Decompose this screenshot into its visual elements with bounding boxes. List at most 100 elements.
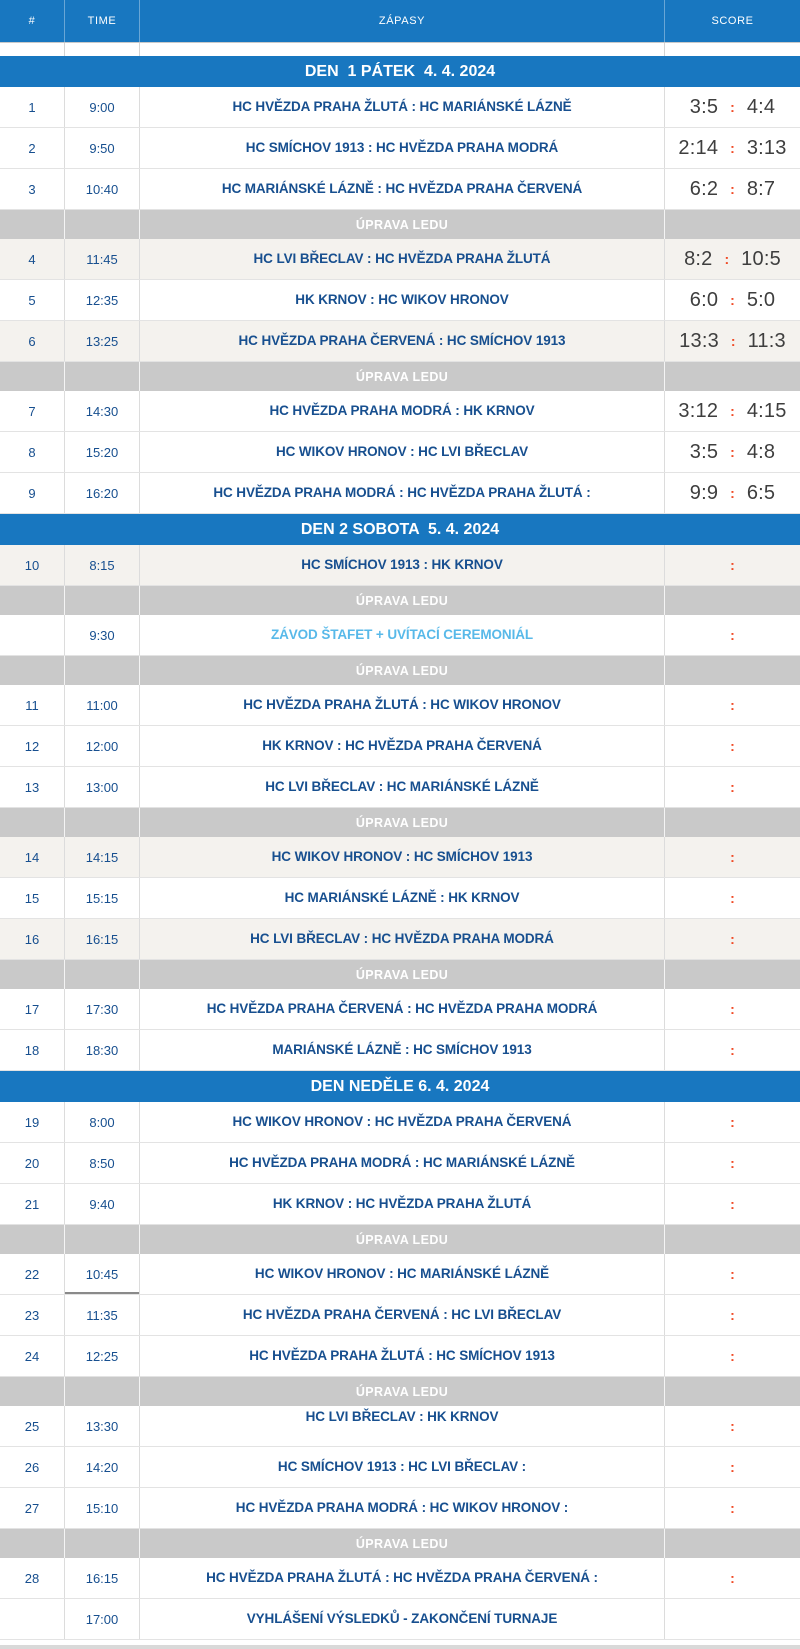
match-number <box>0 1599 65 1639</box>
score-away: 3:13 <box>746 136 787 159</box>
match-score: : <box>665 767 800 807</box>
match-score: : <box>665 1143 800 1183</box>
match-time: 16:20 <box>65 473 140 513</box>
day-header-label: DEN 2 SOBOTA 5. 4. 2024 <box>300 520 500 538</box>
match-teams: HC HVĚZDA PRAHA ČERVENÁ : HC LVI BŘECLAV <box>242 1307 562 1323</box>
match-time: 12:00 <box>65 726 140 766</box>
ice-resurfacing-label: ÚPRAVA LEDU <box>355 1232 449 1247</box>
match-number: 26 <box>0 1447 65 1487</box>
ice-resurfacing-row: ÚPRAVA LEDU <box>0 1225 800 1254</box>
ice-cell-time <box>65 586 140 615</box>
match-number: 16 <box>0 919 65 959</box>
score-home: 3:12 <box>678 399 719 422</box>
ice-resurfacing-row: ÚPRAVA LEDU <box>0 808 800 837</box>
score-home: 8:2 <box>684 247 713 270</box>
match-time: 11:45 <box>65 239 140 279</box>
ice-cell-number <box>0 210 65 239</box>
match-score: : <box>665 1336 800 1376</box>
match-teams: HC MARIÁNSKÉ LÁZNĚ : HC HVĚZDA PRAHA ČER… <box>221 181 583 197</box>
match-number: 28 <box>0 1558 65 1598</box>
score-separator: : <box>730 627 735 643</box>
bottom-strip-gray <box>0 1645 800 1649</box>
match-score: 3:5 : 4:4 <box>665 87 800 127</box>
score-home: 9:9 <box>689 481 719 504</box>
ice-cell-number <box>0 808 65 837</box>
match-teams-cell: HC MARIÁNSKÉ LÁZNĚ : HC HVĚZDA PRAHA ČER… <box>140 169 665 209</box>
match-teams: ZÁVOD ŠTAFET + UVÍTACÍ CEREMONIÁL <box>270 627 534 643</box>
score-separator: : <box>730 697 735 713</box>
match-score: : <box>665 919 800 959</box>
match-teams: HC MARIÁNSKÉ LÁZNĚ : HK KRNOV <box>284 890 520 906</box>
match-score: : <box>665 1030 800 1070</box>
match-teams: HC WIKOV HRONOV : HC MARIÁNSKÉ LÁZNĚ <box>254 1266 550 1282</box>
day-header-row: DEN 2 SOBOTA 5. 4. 2024 <box>0 514 800 545</box>
match-teams: HC HVĚZDA PRAHA ŽLUTÁ : HC HVĚZDA PRAHA … <box>206 1570 598 1586</box>
match-score: : <box>665 837 800 877</box>
match-score: : <box>665 545 800 585</box>
ice-resurfacing-label: ÚPRAVA LEDU <box>355 369 449 384</box>
ice-cell-label: ÚPRAVA LEDU <box>140 1225 665 1254</box>
match-teams: HC HVĚZDA PRAHA MODRÁ : HK KRNOV <box>269 403 535 419</box>
day-header-label: DEN 1 PÁTEK 4. 4. 2024 <box>304 62 496 80</box>
ice-cell-time <box>65 1377 140 1406</box>
match-teams-cell: HC WIKOV HRONOV : HC MARIÁNSKÉ LÁZNĚ <box>140 1254 665 1294</box>
score-separator: : <box>730 1570 735 1586</box>
ice-cell-label: ÚPRAVA LEDU <box>140 656 665 685</box>
match-teams: HK KRNOV : HC HVĚZDA PRAHA ČERVENÁ <box>262 738 542 754</box>
score-away: 5:0 <box>746 288 776 311</box>
match-number: 1 <box>0 87 65 127</box>
ice-resurfacing-row: ÚPRAVA LEDU <box>0 960 800 989</box>
match-teams: HC HVĚZDA PRAHA ČERVENÁ : HC SMÍCHOV 191… <box>238 333 566 349</box>
ice-resurfacing-label: ÚPRAVA LEDU <box>355 1536 449 1551</box>
score-separator: : <box>730 931 735 947</box>
match-number: 13 <box>0 767 65 807</box>
score-home: 3:5 <box>689 440 719 463</box>
match-teams: HC HVĚZDA PRAHA MODRÁ : HC WIKOV HRONOV … <box>235 1500 569 1516</box>
ice-cell-time <box>65 656 140 685</box>
match-row: 10 8:15 HC SMÍCHOV 1913 : HK KRNOV : <box>0 545 800 586</box>
match-number: 22 <box>0 1254 65 1294</box>
match-teams: HC HVĚZDA PRAHA MODRÁ : HC HVĚZDA PRAHA … <box>213 485 591 501</box>
match-number: 10 <box>0 545 65 585</box>
match-teams: HK KRNOV : HC WIKOV HRONOV <box>295 292 509 308</box>
match-time: 10:40 <box>65 169 140 209</box>
match-teams-cell: HC SMÍCHOV 1913 : HC HVĚZDA PRAHA MODRÁ <box>140 128 665 168</box>
match-teams-cell: HC HVĚZDA PRAHA MODRÁ : HC MARIÁNSKÉ LÁZ… <box>140 1143 665 1183</box>
ice-cell-label: ÚPRAVA LEDU <box>140 960 665 989</box>
score-separator: : <box>730 99 735 115</box>
match-row: 15 15:15 HC MARIÁNSKÉ LÁZNĚ : HK KRNOV : <box>0 878 800 919</box>
match-number: 18 <box>0 1030 65 1070</box>
match-teams: HC HVĚZDA PRAHA ŽLUTÁ : HC WIKOV HRONOV <box>243 697 561 713</box>
match-number: 24 <box>0 1336 65 1376</box>
ice-resurfacing-row: ÚPRAVA LEDU <box>0 210 800 239</box>
match-teams: HC LVI BŘECLAV : HK KRNOV <box>305 1409 499 1424</box>
spacer-cell-score <box>665 43 800 56</box>
match-row: 12 12:00 HK KRNOV : HC HVĚZDA PRAHA ČERV… <box>0 726 800 767</box>
match-number: 21 <box>0 1184 65 1224</box>
ice-cell-number <box>0 1225 65 1254</box>
match-teams-cell: HC SMÍCHOV 1913 : HC LVI BŘECLAV : <box>140 1447 665 1487</box>
match-teams-cell: HC LVI BŘECLAV : HC MARIÁNSKÉ LÁZNĚ <box>140 767 665 807</box>
score-away: 6:5 <box>746 481 776 504</box>
match-teams: HC WIKOV HRONOV : HC HVĚZDA PRAHA ČERVEN… <box>232 1114 572 1130</box>
match-teams-cell: HC HVĚZDA PRAHA ŽLUTÁ : HC WIKOV HRONOV <box>140 685 665 725</box>
match-number: 15 <box>0 878 65 918</box>
match-time: 10:45 <box>65 1254 140 1294</box>
match-teams: HC SMÍCHOV 1913 : HC LVI BŘECLAV : <box>277 1459 527 1475</box>
match-teams-cell: HC HVĚZDA PRAHA ŽLUTÁ : HC HVĚZDA PRAHA … <box>140 1558 665 1598</box>
ice-cell-time <box>65 362 140 391</box>
match-time: 15:20 <box>65 432 140 472</box>
match-number: 19 <box>0 1102 65 1142</box>
match-teams: HC SMÍCHOV 1913 : HC HVĚZDA PRAHA MODRÁ <box>245 140 559 156</box>
match-number: 14 <box>0 837 65 877</box>
match-teams: HK KRNOV : HC HVĚZDA PRAHA ŽLUTÁ <box>272 1196 532 1212</box>
match-score: : <box>665 1184 800 1224</box>
score-separator: : <box>730 1418 735 1434</box>
ice-cell-score <box>665 656 800 685</box>
score-separator: : <box>730 738 735 754</box>
score-home: 6:0 <box>689 288 719 311</box>
match-time: 13:00 <box>65 767 140 807</box>
spacer-cell-matches <box>140 43 665 56</box>
ice-cell-time <box>65 1225 140 1254</box>
